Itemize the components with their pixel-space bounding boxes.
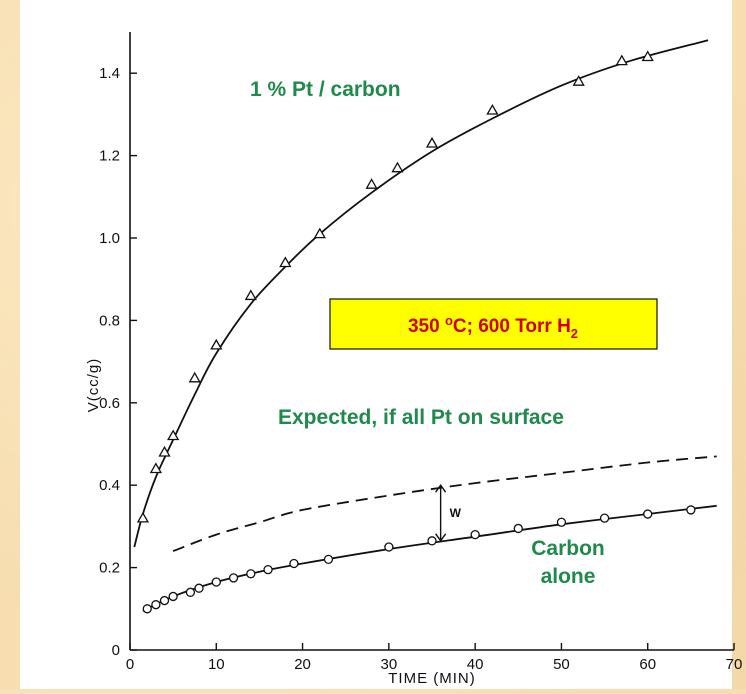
conditions-mid: C; 600 Torr H: [453, 316, 571, 337]
y-tick-label-0.4: 0.4: [99, 477, 120, 494]
y-tick-label-0.2: 0.2: [99, 560, 120, 577]
w-gap-label: W: [450, 506, 462, 520]
y-tick-label-1.2: 1.2: [99, 148, 120, 165]
y-tick-label-0: 0: [112, 642, 120, 659]
circle-marker-3: [169, 592, 177, 600]
y-tick-label-1.4: 1.4: [99, 65, 120, 82]
circle-marker-7: [230, 574, 238, 582]
series-label-carbon-line2: alone: [541, 565, 596, 588]
circle-marker-17: [601, 514, 609, 522]
circle-marker-9: [264, 566, 272, 574]
x-axis-title: TIME (MIN): [388, 670, 475, 687]
x-tick-label-60: 60: [639, 656, 656, 673]
circle-marker-6: [212, 578, 220, 586]
circle-marker-16: [557, 518, 565, 526]
circle-marker-14: [471, 531, 479, 539]
circle-marker-12: [385, 543, 393, 551]
x-tick-label-0: 0: [126, 656, 134, 673]
y-tick-label-0.6: 0.6: [99, 395, 120, 412]
series-label-pt-carbon: 1 % Pt / carbon: [250, 78, 401, 101]
circle-marker-0: [143, 605, 151, 613]
conditions-subscript: 2: [571, 326, 578, 341]
conditions-prefix: 350: [408, 316, 445, 337]
circle-marker-19: [687, 506, 695, 514]
circle-marker-2: [161, 597, 169, 605]
circle-marker-11: [324, 555, 332, 563]
y-axis-title: V(cc/g): [85, 358, 102, 413]
x-tick-label-50: 50: [553, 656, 570, 673]
x-tick-label-20: 20: [294, 656, 311, 673]
circle-marker-10: [290, 559, 298, 567]
x-tick-label-10: 10: [208, 656, 225, 673]
circle-marker-8: [247, 570, 255, 578]
circle-marker-18: [644, 510, 652, 518]
circle-marker-15: [514, 524, 522, 532]
circle-marker-13: [428, 537, 436, 545]
conditions-label: 350 oC; 600 Torr H2: [408, 313, 578, 341]
x-tick-label-70: 70: [726, 656, 743, 673]
y-tick-label-0.8: 0.8: [99, 312, 120, 329]
circle-marker-1: [152, 601, 160, 609]
circle-marker-5: [195, 584, 203, 592]
series-label-carbon-line1: Carbon: [531, 537, 605, 560]
conditions-degree: o: [445, 313, 453, 328]
series-label-expected: Expected, if all Pt on surface: [278, 406, 564, 429]
circle-marker-4: [186, 588, 194, 596]
y-tick-label-1.0: 1.0: [99, 230, 120, 247]
